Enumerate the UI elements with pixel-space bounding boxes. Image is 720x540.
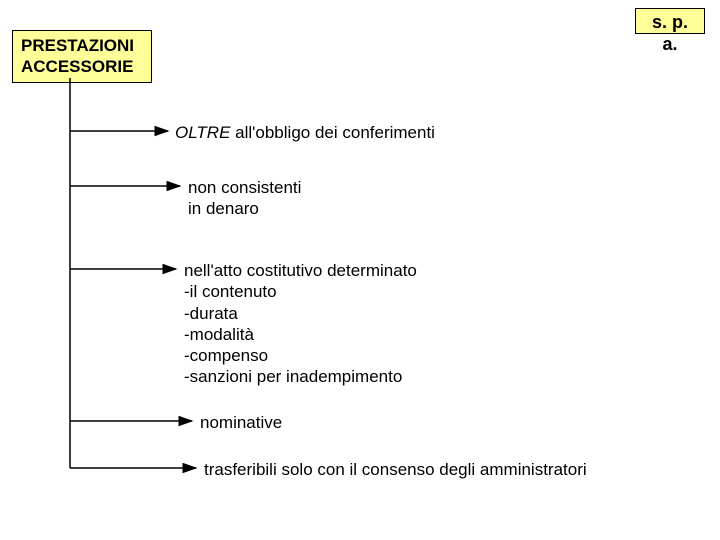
item-trasferibili-line-0: trasferibili solo con il consenso degli …: [204, 459, 587, 480]
title-line-1: PRESTAZIONI: [21, 35, 143, 56]
item-non-consistenti: non consistentiin denaro: [188, 177, 301, 220]
item-nominative: nominative: [200, 412, 282, 433]
item-atto-costitutivo-line-5: -sanzioni per inadempimento: [184, 366, 417, 387]
header-tag-spa: s. p. a.: [635, 8, 705, 34]
item-atto-costitutivo-line-4: -compenso: [184, 345, 417, 366]
item-atto-costitutivo-line-0: nell'atto costitutivo determinato: [184, 260, 417, 281]
item-non-consistenti-line-0: non consistenti: [188, 177, 301, 198]
item-trasferibili: trasferibili solo con il consenso degli …: [204, 459, 587, 480]
item-oltre-line-0: OLTRE all'obbligo dei conferimenti: [175, 122, 435, 143]
item-atto-costitutivo-line-1: -il contenuto: [184, 281, 417, 302]
item-nominative-line-0: nominative: [200, 412, 282, 433]
item-atto-costitutivo-line-3: -modalità: [184, 324, 417, 345]
title-line-2: ACCESSORIE: [21, 56, 143, 77]
item-non-consistenti-line-1: in denaro: [188, 198, 301, 219]
item-atto-costitutivo: nell'atto costitutivo determinato-il con…: [184, 260, 417, 388]
title-box-prestazioni: PRESTAZIONI ACCESSORIE: [12, 30, 152, 83]
item-atto-costitutivo-line-2: -durata: [184, 303, 417, 324]
item-oltre: OLTRE all'obbligo dei conferimenti: [175, 122, 435, 143]
